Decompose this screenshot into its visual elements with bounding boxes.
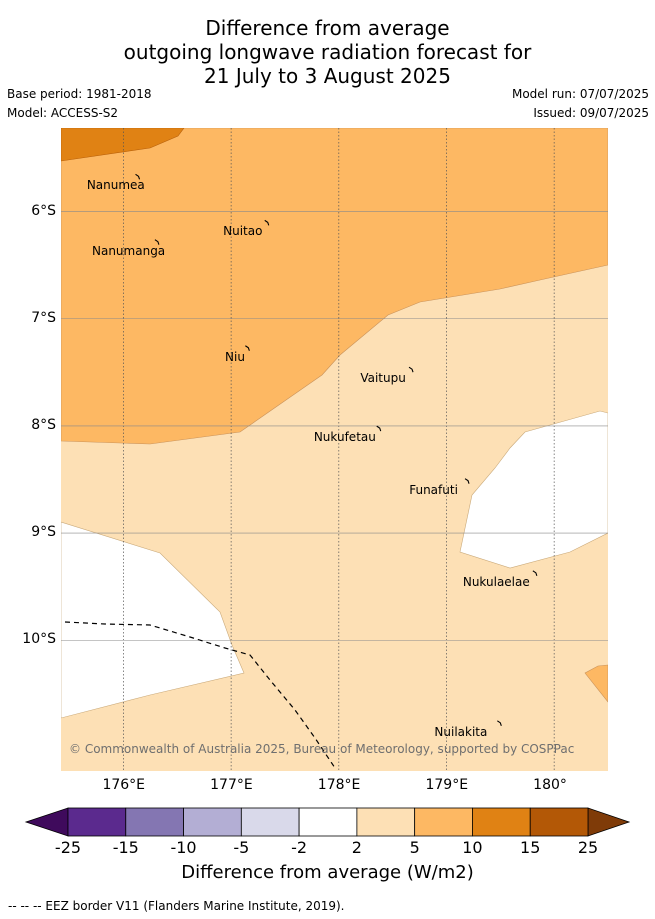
colorbar-bin <box>414 807 473 837</box>
place-label: Nuitao <box>223 224 263 239</box>
model-name: Model: ACCESS-S2 <box>7 106 119 120</box>
colorbar-bin <box>125 807 184 837</box>
lat-tick-label: 9°S <box>31 524 56 541</box>
title-line-2: outgoing longwave radiation forecast for <box>123 40 532 64</box>
copyright-notice: © Commonwealth of Australia 2025, Bureau… <box>69 742 575 756</box>
island-mark <box>135 173 141 180</box>
place-label: Funafuti <box>409 482 458 497</box>
place-label: Nukufetau <box>313 430 376 445</box>
colorbar-bin <box>472 807 531 837</box>
lon-tick-label: 176°E <box>102 777 146 793</box>
island-mark <box>532 570 538 576</box>
island-mark <box>376 425 382 432</box>
title-line-1: Difference from average <box>205 16 450 40</box>
colorbar-bin <box>529 807 589 837</box>
island-mark <box>264 219 270 226</box>
colorbar <box>24 807 631 837</box>
eez-legend-note: -- -- -- EEZ border V11 (Flanders Marine… <box>8 899 345 913</box>
lon-tick-label: 179°E <box>425 777 469 793</box>
map-panel <box>61 128 608 771</box>
colorbar-title: Difference from average (W/m2) <box>181 862 474 883</box>
island-mark <box>497 720 502 727</box>
place-label: Nanumanga <box>92 243 166 258</box>
model-run: Model run: 07/07/2025 <box>511 87 649 101</box>
anomaly-field-near-average-southwest <box>61 521 245 719</box>
island-mark <box>245 345 250 351</box>
colorbar-over-arrow <box>587 807 631 837</box>
colorbar-under-arrow <box>24 807 69 837</box>
chart-title: Difference from average outgoing longwav… <box>0 16 655 88</box>
grid-lines <box>61 128 608 771</box>
lat-tick-label: 7°S <box>31 309 56 326</box>
colorbar-bin <box>356 807 416 837</box>
colorbar-tick: 2 <box>351 838 362 857</box>
colorbar-tick: -5 <box>233 838 250 857</box>
title-line-3: 21 July to 3 August 2025 <box>204 64 451 88</box>
lon-tick-label: 177°E <box>210 777 253 793</box>
issued-date: Issued: 09/07/2025 <box>533 106 649 120</box>
anomaly-field-5-to-10-southeast <box>584 664 608 703</box>
island-mark <box>408 366 414 373</box>
colorbar-tick: -25 <box>54 838 82 857</box>
lat-tick-label: 6°S <box>31 202 56 219</box>
base-period: Base period: 1981-2018 <box>7 87 152 101</box>
place-label: Niu <box>225 349 245 364</box>
colorbar-tick: -10 <box>170 838 197 857</box>
place-label: Nukulaelae <box>462 574 530 589</box>
lon-tick-label: 178°E <box>317 777 361 793</box>
colorbar-bin <box>183 807 242 837</box>
place-label: Nanumea <box>86 178 145 193</box>
colorbar-tick: -15 <box>112 838 139 857</box>
colorbar-bin <box>240 807 300 837</box>
lat-tick-label: 10°S <box>22 631 56 648</box>
colorbar-tick: 10 <box>462 838 483 857</box>
island-marks <box>135 173 538 727</box>
lon-tick-label: 180° <box>533 777 567 793</box>
colorbar-tick: 5 <box>409 838 420 857</box>
colorbar-tick: -2 <box>291 838 308 857</box>
colorbar-bin <box>67 807 127 837</box>
colorbar-tick: 15 <box>520 838 541 857</box>
anomaly-field-near-average-east <box>459 410 608 569</box>
colorbar-bin <box>298 807 358 837</box>
island-mark <box>464 478 470 484</box>
place-label: Vaitupu <box>360 371 406 386</box>
lat-tick-label: 8°S <box>31 416 56 433</box>
anomaly-field-5-to-10 <box>61 128 608 445</box>
island-mark <box>154 239 160 245</box>
anomaly-field-10-to-15 <box>61 128 185 162</box>
place-label: Nuilakita <box>434 724 488 739</box>
colorbar-tick: 25 <box>577 838 599 857</box>
